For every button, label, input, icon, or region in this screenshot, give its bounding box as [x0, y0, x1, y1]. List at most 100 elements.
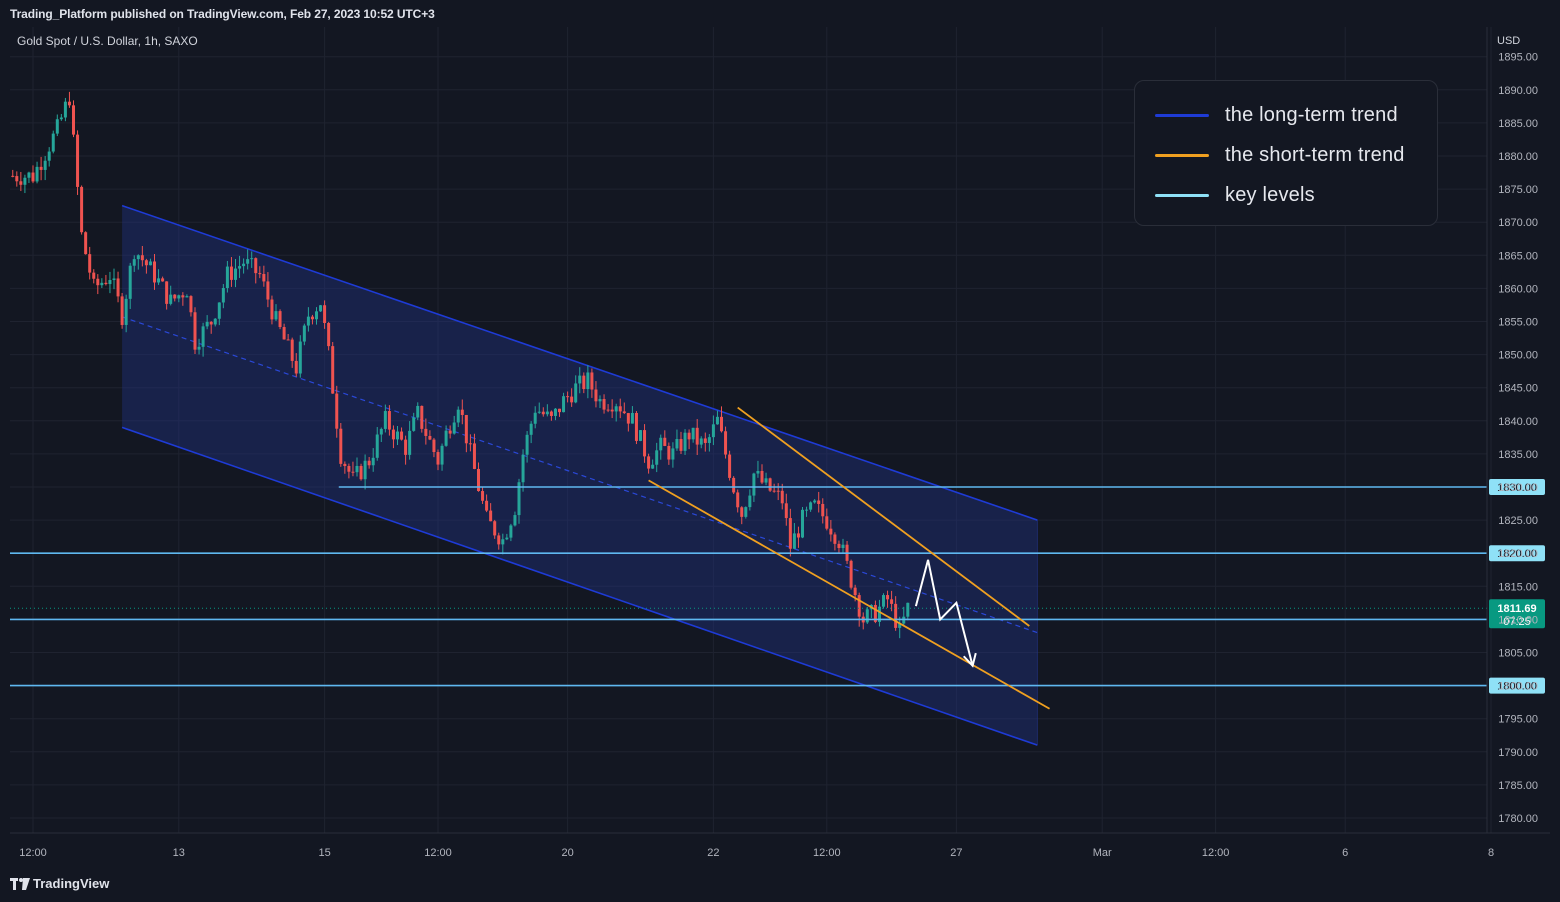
candle-body — [756, 470, 760, 474]
candle-body — [408, 430, 412, 455]
candle-body — [371, 457, 375, 466]
candle-body — [513, 515, 517, 526]
candle-body — [436, 452, 440, 465]
x-tick-label: 12:00 — [813, 847, 841, 859]
long-term-channel[interactable] — [121, 204, 1038, 746]
x-tick-label: 20 — [561, 847, 573, 859]
x-tick-label: 27 — [950, 847, 962, 859]
candle-body — [566, 396, 570, 398]
candle-body — [659, 437, 663, 451]
candle-body — [853, 587, 857, 596]
candle-body — [416, 405, 420, 418]
candle-body — [829, 528, 833, 535]
candle-body — [687, 432, 691, 440]
candle-body — [452, 422, 456, 434]
candle-body — [347, 466, 351, 472]
candle-body — [695, 427, 699, 445]
candle-body — [286, 339, 290, 341]
candle-body — [671, 448, 675, 460]
candle-body — [780, 490, 784, 504]
legend-item-long-term: the long-term trend — [1155, 103, 1398, 127]
long-term-channel-lower[interactable] — [121, 426, 1038, 746]
candle-body — [51, 133, 55, 152]
candle-body — [849, 560, 853, 588]
candle-body — [302, 325, 306, 342]
candle-body — [96, 278, 100, 286]
y-tick-label: 1850.00 — [1498, 350, 1538, 362]
candle-body — [493, 521, 497, 536]
candle-body — [104, 282, 108, 285]
projection-arrow-head — [962, 652, 977, 668]
candle-body — [529, 423, 533, 435]
candle-body — [108, 280, 112, 285]
candle-body — [509, 525, 513, 538]
legend[interactable]: the long-term trend the short-term trend… — [1134, 80, 1438, 226]
candle-body — [189, 296, 193, 313]
candle-body — [351, 471, 355, 473]
y-tick-label: 1845.00 — [1498, 383, 1538, 395]
y-tick-label: 1815.00 — [1498, 581, 1538, 593]
candle-body — [116, 278, 120, 297]
candle-body — [47, 151, 51, 161]
candle-body — [270, 299, 274, 320]
candle-body — [647, 456, 651, 469]
candle-body — [298, 341, 302, 374]
candle-body — [217, 302, 221, 319]
candle-body — [707, 437, 711, 443]
legend-swatch-key-levels — [1155, 193, 1209, 197]
candle-body — [136, 255, 140, 260]
candle-body — [193, 312, 197, 350]
candle-body — [169, 294, 173, 304]
candle-body — [501, 539, 505, 545]
long-term-channel-upper[interactable] — [121, 204, 1038, 521]
candle-body — [558, 408, 561, 413]
candle-body — [11, 175, 15, 177]
y-tick-label: 1790.00 — [1498, 747, 1538, 759]
key-level-tag-bg — [1489, 479, 1545, 495]
candle-body — [865, 609, 869, 623]
candle-body — [667, 445, 671, 460]
legend-swatch-short-term — [1155, 153, 1209, 157]
candle-body — [610, 409, 614, 412]
candle-body — [225, 266, 229, 289]
y-tick-label: 1855.00 — [1498, 317, 1538, 329]
candle-body — [760, 470, 764, 483]
projection-path[interactable] — [914, 559, 974, 666]
short-term-channel-upper[interactable] — [737, 406, 1030, 627]
candle-body — [428, 435, 432, 440]
key-level-tag-bg — [1489, 545, 1545, 562]
candle-body — [590, 372, 594, 390]
short-term-channel-lower[interactable] — [648, 479, 1050, 710]
candle-body — [59, 117, 63, 120]
candle-body — [748, 495, 752, 508]
x-tick-label: 15 — [318, 847, 330, 859]
candle-body — [877, 606, 881, 622]
footer: TradingView — [0, 867, 1560, 902]
candle-body — [541, 411, 545, 415]
candle-body — [574, 383, 578, 403]
candle-body — [246, 259, 250, 264]
candle-body — [582, 375, 586, 390]
candle-body — [310, 316, 314, 320]
candle-body — [740, 507, 744, 517]
candle-body — [651, 464, 655, 469]
projection-arrow[interactable] — [914, 559, 977, 668]
candle-body — [630, 412, 634, 424]
candle-body — [744, 507, 748, 517]
candle-body — [266, 281, 270, 300]
candle-body — [703, 438, 707, 443]
short-term-channel[interactable] — [648, 406, 1050, 710]
candle-body — [391, 429, 395, 440]
y-tick-label: 1825.00 — [1498, 515, 1538, 527]
candle-body — [383, 411, 387, 429]
candle-body — [882, 595, 885, 607]
candle-body — [242, 263, 246, 267]
legend-label-short-term: the short-term trend — [1225, 143, 1405, 166]
y-tick-label: 1830.00 — [1498, 482, 1538, 494]
candle-body — [67, 101, 71, 106]
candle-body — [157, 278, 161, 283]
candle-body — [363, 460, 367, 480]
x-tick-label: 8 — [1488, 847, 1494, 859]
candle-body — [432, 439, 436, 453]
